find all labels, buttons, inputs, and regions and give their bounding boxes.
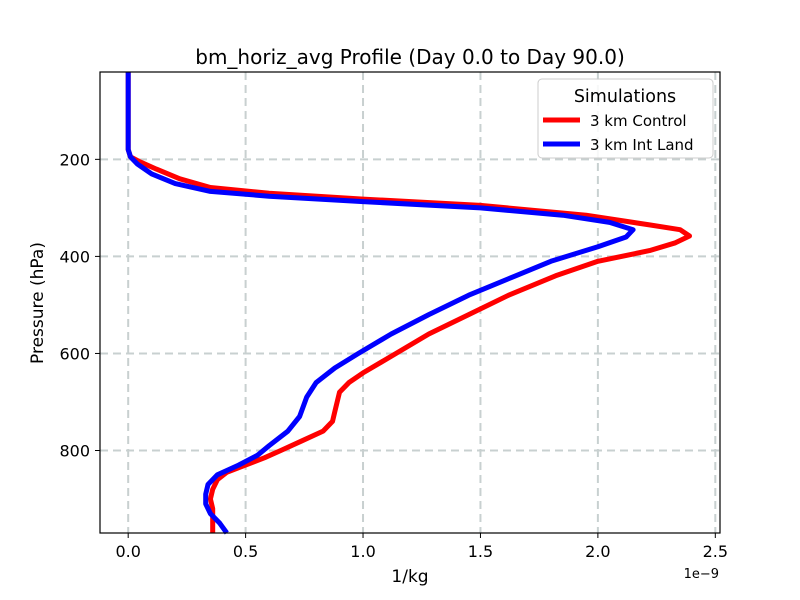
y-tick-label: 600 [59, 344, 90, 363]
chart-title: bm_horiz_avg Profile (Day 0.0 to Day 90.… [195, 45, 625, 69]
series-lines [125, 72, 692, 535]
x-axis-label: 1/kg [391, 567, 428, 587]
y-axis-label: Pressure (hPa) [28, 242, 48, 364]
x-tick-label: 2.0 [585, 542, 610, 561]
grid-lines [100, 72, 720, 533]
legend-label-int-land: 3 km Int Land [590, 136, 694, 154]
x-tick-label: 2.5 [703, 542, 728, 561]
x-tick-label: 0.0 [115, 542, 140, 561]
legend-label-control: 3 km Control [590, 112, 687, 130]
x-tick-label: 1.0 [350, 542, 375, 561]
x-tick-label: 0.5 [233, 542, 258, 561]
legend-title: Simulations [574, 87, 676, 107]
x-axis-offset-label: 1e−9 [684, 567, 719, 582]
legend-box [537, 78, 714, 159]
plot-frame [99, 71, 721, 534]
legend: Simulations 3 km Control 3 km Int Land [537, 78, 714, 159]
y-tick-label: 400 [59, 247, 90, 266]
y-tick-label: 200 [59, 150, 90, 169]
x-tick-label: 1.5 [468, 542, 493, 561]
axis-ticks: 0.0 0.5 1.0 1.5 2.0 2.5 200 400 600 800 [59, 150, 728, 561]
series-line-int-land [125, 72, 636, 535]
y-tick-label: 800 [59, 442, 90, 461]
